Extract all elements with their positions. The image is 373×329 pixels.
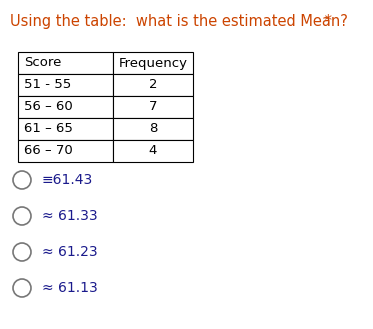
Text: ≈ 61.13: ≈ 61.13 bbox=[42, 281, 98, 295]
Text: Using the table:  what is the estimated Mean?: Using the table: what is the estimated M… bbox=[10, 14, 348, 29]
Circle shape bbox=[13, 279, 31, 297]
Text: 4: 4 bbox=[149, 144, 157, 158]
Bar bbox=[18, 52, 113, 74]
Bar bbox=[18, 96, 113, 118]
Bar bbox=[18, 118, 113, 140]
Text: 8: 8 bbox=[149, 122, 157, 136]
Bar bbox=[113, 118, 193, 140]
Bar bbox=[18, 74, 113, 96]
Text: ≡61.43: ≡61.43 bbox=[42, 173, 93, 187]
Text: 7: 7 bbox=[149, 100, 157, 114]
Bar bbox=[113, 52, 193, 74]
Text: ≈ 61.33: ≈ 61.33 bbox=[42, 209, 98, 223]
Text: 51 - 55: 51 - 55 bbox=[24, 79, 71, 91]
Text: *: * bbox=[320, 14, 332, 29]
Circle shape bbox=[13, 171, 31, 189]
Text: 56 – 60: 56 – 60 bbox=[24, 100, 73, 114]
Text: 61 – 65: 61 – 65 bbox=[24, 122, 73, 136]
Text: 66 – 70: 66 – 70 bbox=[24, 144, 73, 158]
Bar bbox=[113, 96, 193, 118]
Circle shape bbox=[13, 207, 31, 225]
Circle shape bbox=[13, 243, 31, 261]
Bar bbox=[18, 140, 113, 162]
Bar bbox=[113, 140, 193, 162]
Text: Frequency: Frequency bbox=[119, 57, 188, 69]
Bar bbox=[113, 74, 193, 96]
Text: 2: 2 bbox=[149, 79, 157, 91]
Text: ≈ 61.23: ≈ 61.23 bbox=[42, 245, 98, 259]
Text: Score: Score bbox=[24, 57, 62, 69]
